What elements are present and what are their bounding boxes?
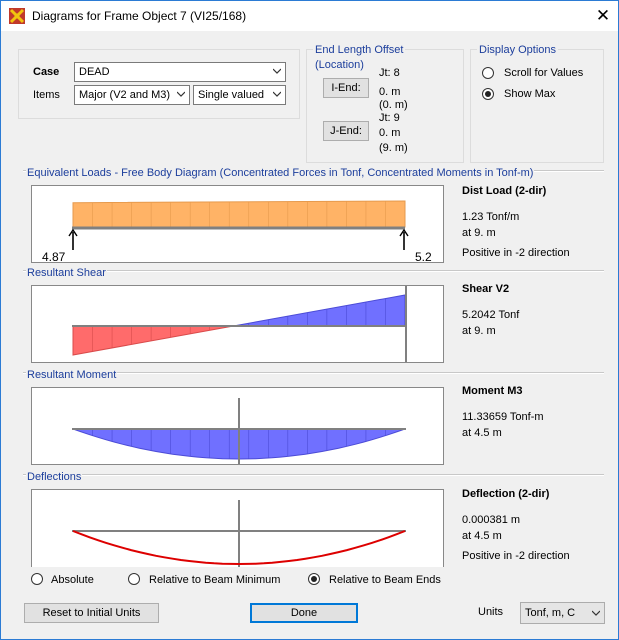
shear-svg (72, 286, 407, 362)
valued-select-value: Single valued (198, 89, 265, 101)
absolute-label[interactable]: Absolute (51, 574, 94, 586)
iend-location: (0. m) (379, 99, 408, 111)
left-reaction-value: 4.87 (42, 250, 66, 264)
scroll-values-radio[interactable] (482, 67, 494, 79)
offset-group-subtitle: (Location) (315, 59, 364, 71)
separator (23, 271, 604, 272)
absolute-radio[interactable] (31, 573, 43, 585)
loads-info-value: 1.23 Tonf/m (462, 211, 520, 223)
shear-positive-area (233, 294, 406, 327)
show-max-label[interactable]: Show Max (504, 88, 556, 100)
deflection-svg (72, 500, 406, 567)
deflection-diagram (31, 489, 444, 567)
case-group (18, 49, 300, 119)
case-select[interactable]: DEAD (74, 62, 286, 82)
moment-header: Resultant Moment (26, 369, 118, 381)
moment-svg (72, 398, 406, 464)
chevron-down-icon (273, 68, 281, 74)
relative-min-radio[interactable] (128, 573, 140, 585)
deflection-info-note: Positive in -2 direction (462, 550, 570, 562)
load-grid-lines (92, 201, 386, 227)
chevron-down-icon (273, 91, 281, 97)
right-arrow-head (399, 228, 409, 237)
deflection-info-at: at 4.5 m (462, 530, 502, 542)
iend-length: 0. m (379, 86, 401, 98)
display-options-title: Display Options (477, 44, 559, 56)
items-select-value: Major (V2 and M3) (79, 89, 171, 101)
loads-svg (68, 200, 409, 250)
distributed-load-fill (72, 200, 406, 228)
relative-ends-radio[interactable] (308, 573, 320, 585)
relative-min-label[interactable]: Relative to Beam Minimum (149, 574, 281, 586)
items-select[interactable]: Major (V2 and M3) (74, 85, 190, 105)
iend-joint: Jt: 8 (379, 67, 400, 79)
moment-info-title: Moment M3 (462, 385, 523, 397)
relative-ends-label[interactable]: Relative to Beam Ends (329, 574, 441, 586)
shear-negative-area (72, 325, 234, 356)
loads-info-note: Positive in -2 direction (462, 247, 570, 259)
moment-info-value: 11.33659 Tonf-m (462, 411, 544, 423)
right-reaction-value: 5.2 (415, 250, 432, 264)
shear-diagram (31, 285, 444, 363)
shear-negative-region (72, 325, 234, 356)
separator (23, 373, 604, 374)
items-label: Items (33, 89, 60, 101)
chevron-down-icon (592, 610, 600, 616)
units-label: Units (478, 606, 504, 618)
reset-units-button[interactable]: Reset to Initial Units (24, 603, 159, 623)
units-select-value: Tonf, m, C (525, 607, 576, 619)
left-arrow-head (68, 228, 78, 237)
done-button[interactable]: Done (250, 603, 358, 623)
jend-joint: Jt: 9 (379, 112, 400, 124)
shear-positive-region (233, 294, 406, 327)
jend-button[interactable]: J-End: (323, 121, 369, 141)
case-select-value: DEAD (79, 66, 110, 78)
moment-diagram (31, 387, 444, 465)
offset-group-title: End Length Offset (313, 44, 406, 56)
window-title: Diagrams for Frame Object 7 (VI25/168) (32, 9, 247, 23)
loads-info-title: Dist Load (2-dir) (462, 185, 547, 197)
jend-location: (9. m) (379, 142, 408, 154)
deflection-info-title: Deflection (2-dir) (462, 488, 550, 500)
loads-info-at: at 9. m (462, 227, 496, 239)
jend-length: 0. m (379, 127, 401, 139)
shear-info-title: Shear V2 (462, 283, 510, 295)
shear-info-value: 5.2042 Tonf (462, 309, 520, 321)
chevron-down-icon (177, 91, 185, 97)
close-icon[interactable]: ✕ (595, 6, 611, 25)
shear-header: Resultant Shear (26, 267, 107, 279)
title-bar: Diagrams for Frame Object 7 (VI25/168) ✕ (1, 1, 618, 31)
units-select[interactable]: Tonf, m, C (520, 602, 605, 624)
deflection-info-value: 0.000381 m (462, 514, 521, 526)
scroll-values-label[interactable]: Scroll for Values (504, 67, 584, 79)
iend-button[interactable]: I-End: (323, 78, 369, 98)
app-icon (9, 8, 25, 24)
show-max-radio[interactable] (482, 88, 494, 100)
moment-grid-lines (92, 429, 386, 459)
deflection-curve (72, 530, 406, 566)
case-label: Case (33, 66, 60, 78)
moment-info-at: at 4.5 m (462, 427, 502, 439)
separator (23, 475, 604, 476)
loads-header: Equivalent Loads - Free Body Diagram (Co… (26, 167, 535, 179)
loads-diagram: 4.87 5.2 (31, 185, 444, 264)
deflection-header: Deflections (26, 471, 83, 483)
valued-select[interactable]: Single valued (193, 85, 286, 105)
shear-info-at: at 9. m (462, 325, 496, 337)
